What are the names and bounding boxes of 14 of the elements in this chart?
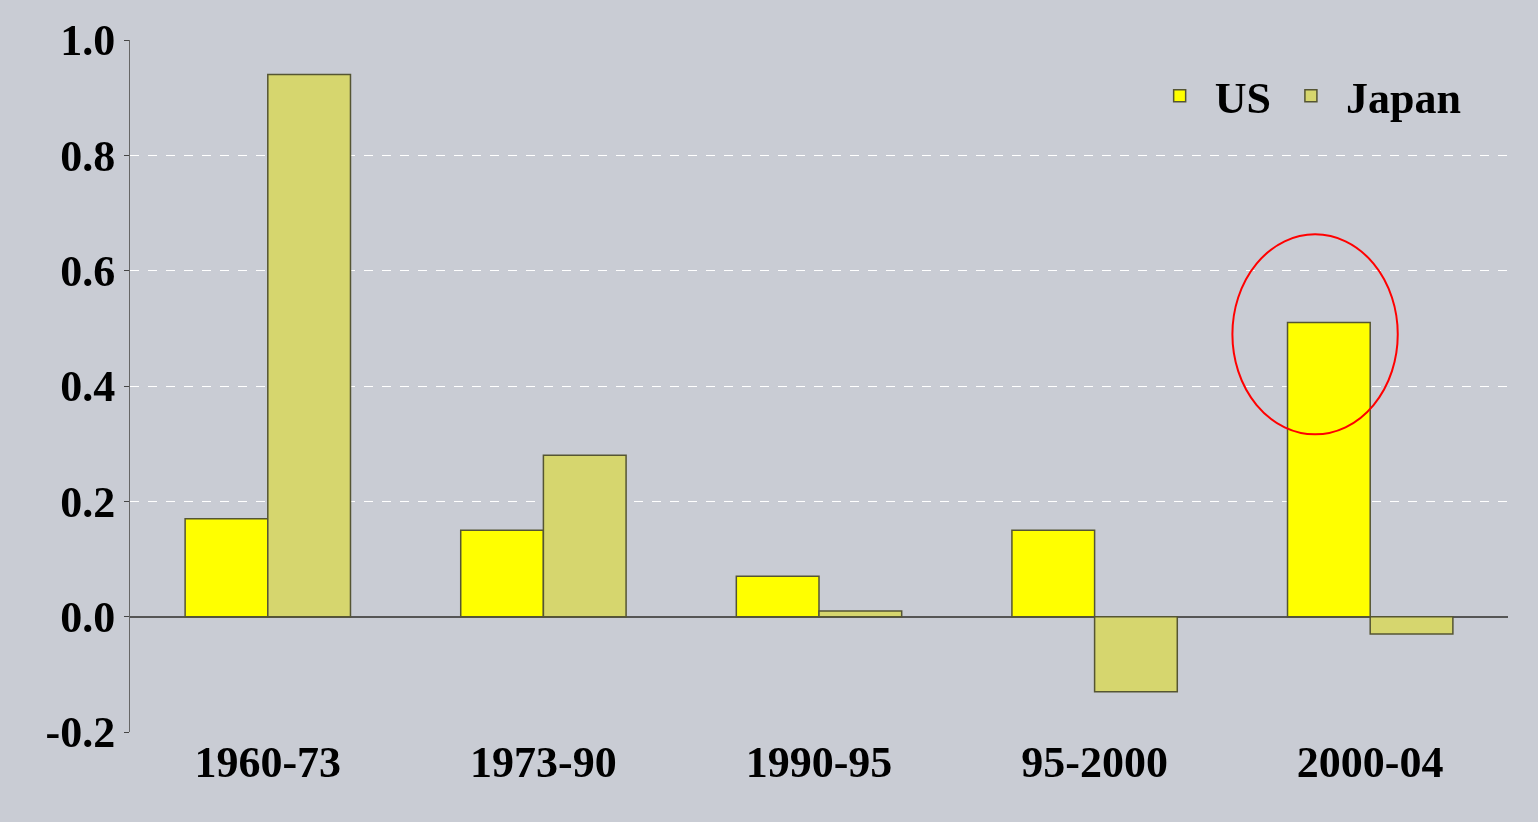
x-tick-label: 1960-73 [194,738,342,787]
y-tick-label: 0.6 [60,247,116,297]
legend-label: Japan [1345,74,1461,124]
y-tick-label: 0.2 [60,477,116,527]
y-tick-label: 0.8 [60,131,116,181]
x-tick-label: 1973-90 [470,738,617,787]
x-tick-label: 2000-04 [1296,738,1444,787]
y-tick-label: 1.0 [60,16,116,66]
legend-label: US [1214,74,1271,124]
y-tick-label: 0.4 [60,362,116,412]
x-tick-label: 1990-95 [745,738,893,787]
x-tick-label: 95-2000 [1021,738,1168,787]
y-tick-label: 0.0 [60,593,116,643]
y-tick-label: -0.2 [45,708,116,758]
